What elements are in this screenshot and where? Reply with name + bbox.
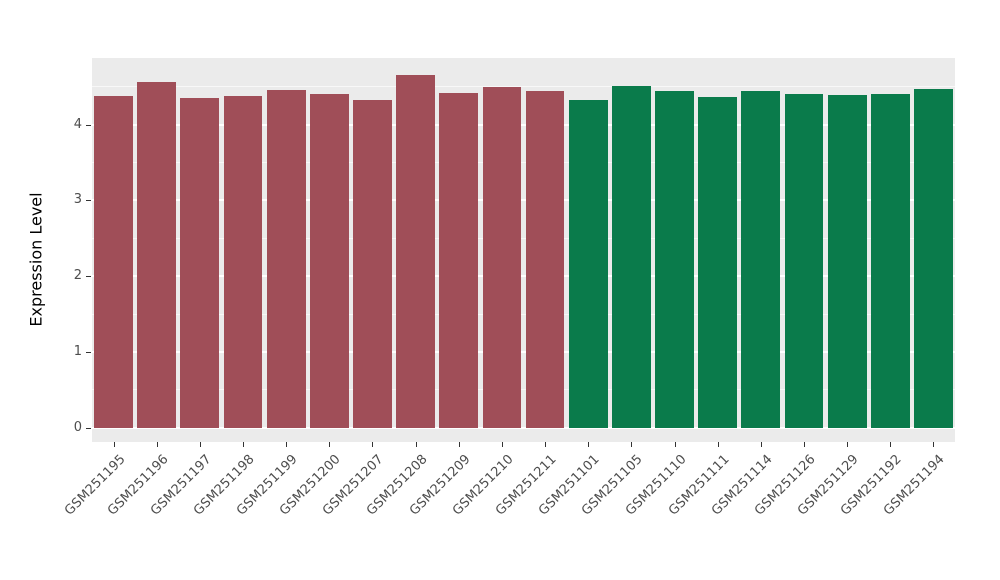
x-tick-mark	[156, 442, 158, 447]
bar-GSM251126	[784, 93, 824, 428]
gridline-minor	[92, 237, 955, 239]
x-tick-mark	[760, 442, 762, 447]
x-tick-mark	[847, 442, 849, 447]
x-tick-mark	[545, 442, 547, 447]
bar-GSM251199	[266, 89, 306, 428]
y-tick-mark	[86, 276, 91, 278]
gridline-major	[92, 426, 955, 429]
x-tick-mark	[286, 442, 288, 447]
x-tick-mark	[890, 442, 892, 447]
x-tick-mark	[674, 442, 676, 447]
y-tick-mark	[86, 351, 91, 353]
x-tick-mark	[501, 442, 503, 447]
bar-GSM251198	[223, 95, 263, 428]
x-tick-mark	[588, 442, 590, 447]
bar-GSM251197	[180, 98, 220, 428]
bar-GSM251196	[137, 82, 177, 428]
bar-GSM251114	[741, 91, 781, 428]
x-tick-mark	[372, 442, 374, 447]
bar-GSM251195	[94, 95, 133, 428]
x-tick-mark	[199, 442, 201, 447]
bar-GSM251110	[655, 91, 694, 428]
y-tick-label: 3	[73, 192, 82, 208]
gridline-minor	[92, 86, 955, 88]
x-tick-mark	[458, 442, 460, 447]
x-tick-mark	[329, 442, 331, 447]
y-tick-mark	[86, 124, 91, 126]
y-axis-title: Expression Level	[26, 192, 46, 327]
x-tick-mark	[415, 442, 417, 447]
gridline-minor	[92, 389, 955, 391]
bar-GSM251209	[439, 92, 479, 428]
y-tick-mark	[86, 427, 91, 429]
bar-GSM251101	[568, 99, 608, 428]
x-tick-mark	[803, 442, 805, 447]
gridline-major	[92, 123, 955, 126]
bar-GSM251208	[396, 75, 436, 428]
x-tick-mark	[717, 442, 719, 447]
bar-GSM251105	[611, 86, 651, 428]
gridline-major	[92, 350, 955, 353]
gridline-minor	[92, 313, 955, 315]
bar-GSM251211	[525, 91, 565, 428]
x-tick-mark	[243, 442, 245, 447]
y-tick-label: 2	[73, 268, 82, 284]
y-tick-label: 1	[73, 343, 82, 359]
bar-GSM251194	[914, 89, 953, 428]
bar-GSM251200	[309, 94, 349, 428]
bar-GSM251111	[698, 97, 738, 428]
gridline-major	[92, 199, 955, 202]
y-tick-mark	[86, 200, 91, 202]
y-tick-label: 4	[73, 116, 82, 132]
x-tick-mark	[933, 442, 935, 447]
gridline-minor	[92, 162, 955, 164]
gridline-major	[92, 275, 955, 278]
x-tick-mark	[631, 442, 633, 447]
bar-GSM251192	[870, 93, 910, 428]
bar-GSM251207	[353, 99, 392, 428]
bar-GSM251129	[827, 95, 867, 428]
y-tick-label: 0	[73, 419, 82, 435]
x-tick-mark	[113, 442, 115, 447]
bar-GSM251210	[482, 86, 522, 428]
plot-panel	[92, 58, 955, 442]
